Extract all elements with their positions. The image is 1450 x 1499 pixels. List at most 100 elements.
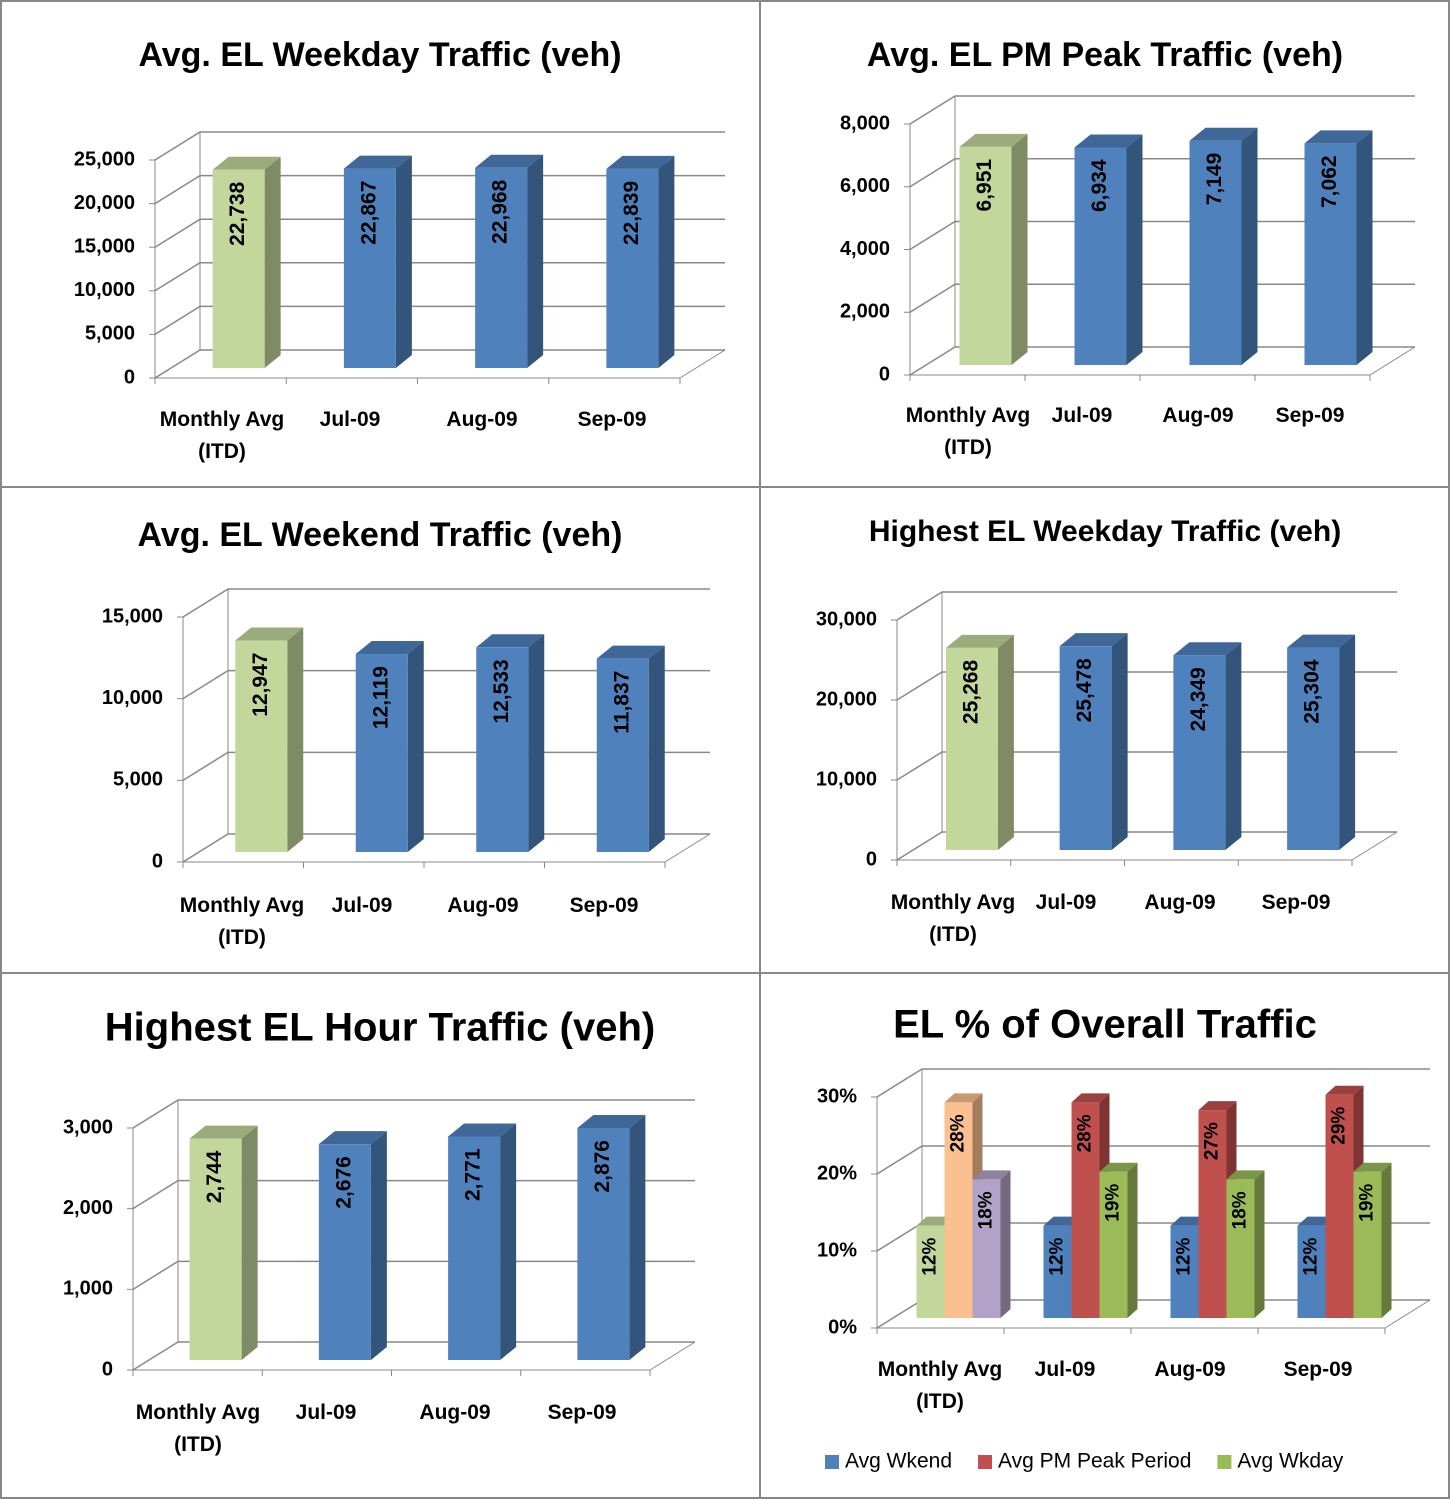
bar-side [264, 156, 281, 368]
y-tick-label: 20% [817, 1162, 857, 1184]
bar [212, 169, 265, 368]
x-tick-label: Jul-09 [295, 1401, 357, 1424]
y-tick-label: 25,000 [74, 148, 135, 170]
y-tick-label: 1,000 [63, 1278, 113, 1300]
bar-top [475, 154, 544, 168]
y-tick-label: 30% [817, 1085, 857, 1107]
bar-top [1198, 1101, 1237, 1111]
bar [476, 647, 529, 852]
bar [189, 1138, 242, 1360]
legend-label: Avg Wkday [1237, 1450, 1343, 1473]
bar [1226, 1179, 1255, 1318]
y-tick-label: 2,000 [840, 301, 890, 323]
grid-line [182, 669, 710, 700]
y-tick-label: 30,000 [816, 608, 877, 630]
bar-top [959, 133, 1028, 147]
value-label: 18% [1230, 1191, 1251, 1229]
bar-side [1356, 130, 1373, 365]
bar [1173, 655, 1226, 850]
value-label: 2,771 [462, 1148, 485, 1201]
y-tick-label: 2,000 [63, 1197, 113, 1219]
value-label: 2,744 [203, 1150, 226, 1203]
bar-top [1226, 1170, 1265, 1180]
bar-top [235, 627, 304, 641]
x-tick-label: Monthly Avg (ITD) [877, 1358, 1003, 1413]
bar [1170, 1225, 1199, 1318]
bar-side [1225, 642, 1242, 850]
bar-side [528, 634, 545, 852]
y-tick-label: 0 [124, 366, 135, 388]
x-tick-label: Jul-09 [1035, 891, 1097, 914]
x-tick-label: Monthly Avg (ITD) [135, 1401, 261, 1456]
x-tick-label: Aug-09 [1154, 1358, 1226, 1381]
y-tick-label: 20,000 [816, 688, 877, 710]
bar-side [997, 634, 1014, 850]
bar [355, 654, 408, 852]
chart-title: Highest EL Hour Traffic (veh) [105, 1006, 655, 1050]
x-tick-label: Monthly Avg (ITD) [890, 891, 1016, 946]
x-tick-label: Monthly Avg (ITD) [179, 894, 305, 949]
grid-line [909, 346, 1415, 376]
y-tick-label: 0 [879, 363, 890, 385]
bar [343, 168, 396, 368]
value-label: 11,837 [610, 671, 633, 734]
bar [1325, 1094, 1354, 1318]
value-label: 12% [1301, 1237, 1322, 1275]
y-tick-label: 0 [102, 1358, 113, 1380]
bar-top [944, 1093, 983, 1103]
grid-line [896, 751, 1397, 781]
y-tick-label: 0 [866, 848, 877, 870]
bar-top [1287, 634, 1356, 648]
bar [1287, 647, 1340, 850]
y-tick-label: 4,000 [840, 238, 890, 260]
value-label: 2,676 [332, 1156, 355, 1209]
x-tick-label: Monthly Avg (ITD) [905, 404, 1031, 459]
bar-side [1254, 1170, 1265, 1318]
bar-side [1126, 134, 1143, 365]
value-label: 27% [1202, 1122, 1223, 1160]
grid-line [896, 671, 1397, 701]
bar [235, 640, 288, 852]
bar-top [476, 634, 545, 648]
bar-side [1241, 127, 1258, 365]
bar-side [648, 645, 665, 852]
bar-top [1353, 1162, 1392, 1172]
legend-swatch [1217, 1455, 1232, 1469]
bar-side [658, 155, 675, 368]
bar [596, 658, 649, 852]
grid-line [909, 283, 1415, 313]
bar-top [577, 1115, 646, 1129]
bar-top [1304, 130, 1373, 144]
grid-line [132, 1260, 695, 1290]
value-label: 12% [920, 1237, 941, 1275]
value-label: 25,478 [1073, 658, 1096, 723]
x-tick-label: Sep-09 [1261, 891, 1331, 914]
chart-title: Avg. EL Weekend Traffic (veh) [138, 516, 623, 554]
bar-top [1173, 642, 1242, 656]
bar-side [1011, 133, 1028, 365]
y-tick-label: 8,000 [840, 112, 890, 134]
value-label: 19% [1103, 1184, 1124, 1222]
x-tick-label: Aug-09 [419, 1401, 491, 1424]
value-label: 2,876 [591, 1140, 614, 1193]
value-label: 18% [976, 1191, 997, 1229]
x-tick-label: Jul-09 [319, 408, 381, 431]
bar-side [1339, 634, 1356, 850]
y-tick-label: 10,000 [102, 687, 163, 709]
bar-side [287, 627, 304, 852]
y-tick-label: 5,000 [85, 323, 135, 345]
bar-top [972, 1170, 1011, 1180]
value-label: 12,533 [490, 659, 513, 723]
value-label: 22,968 [489, 179, 512, 244]
value-label: 24,349 [1187, 667, 1210, 731]
bar-top [355, 641, 424, 655]
bar [1099, 1171, 1128, 1318]
grid-line [154, 174, 725, 205]
bar [318, 1144, 371, 1360]
bar [972, 1179, 1001, 1318]
chart-title: Avg. EL PM Peak Traffic (veh) [867, 36, 1343, 74]
bar-top [448, 1123, 517, 1137]
bar [945, 647, 998, 850]
value-label: 19% [1357, 1184, 1378, 1222]
